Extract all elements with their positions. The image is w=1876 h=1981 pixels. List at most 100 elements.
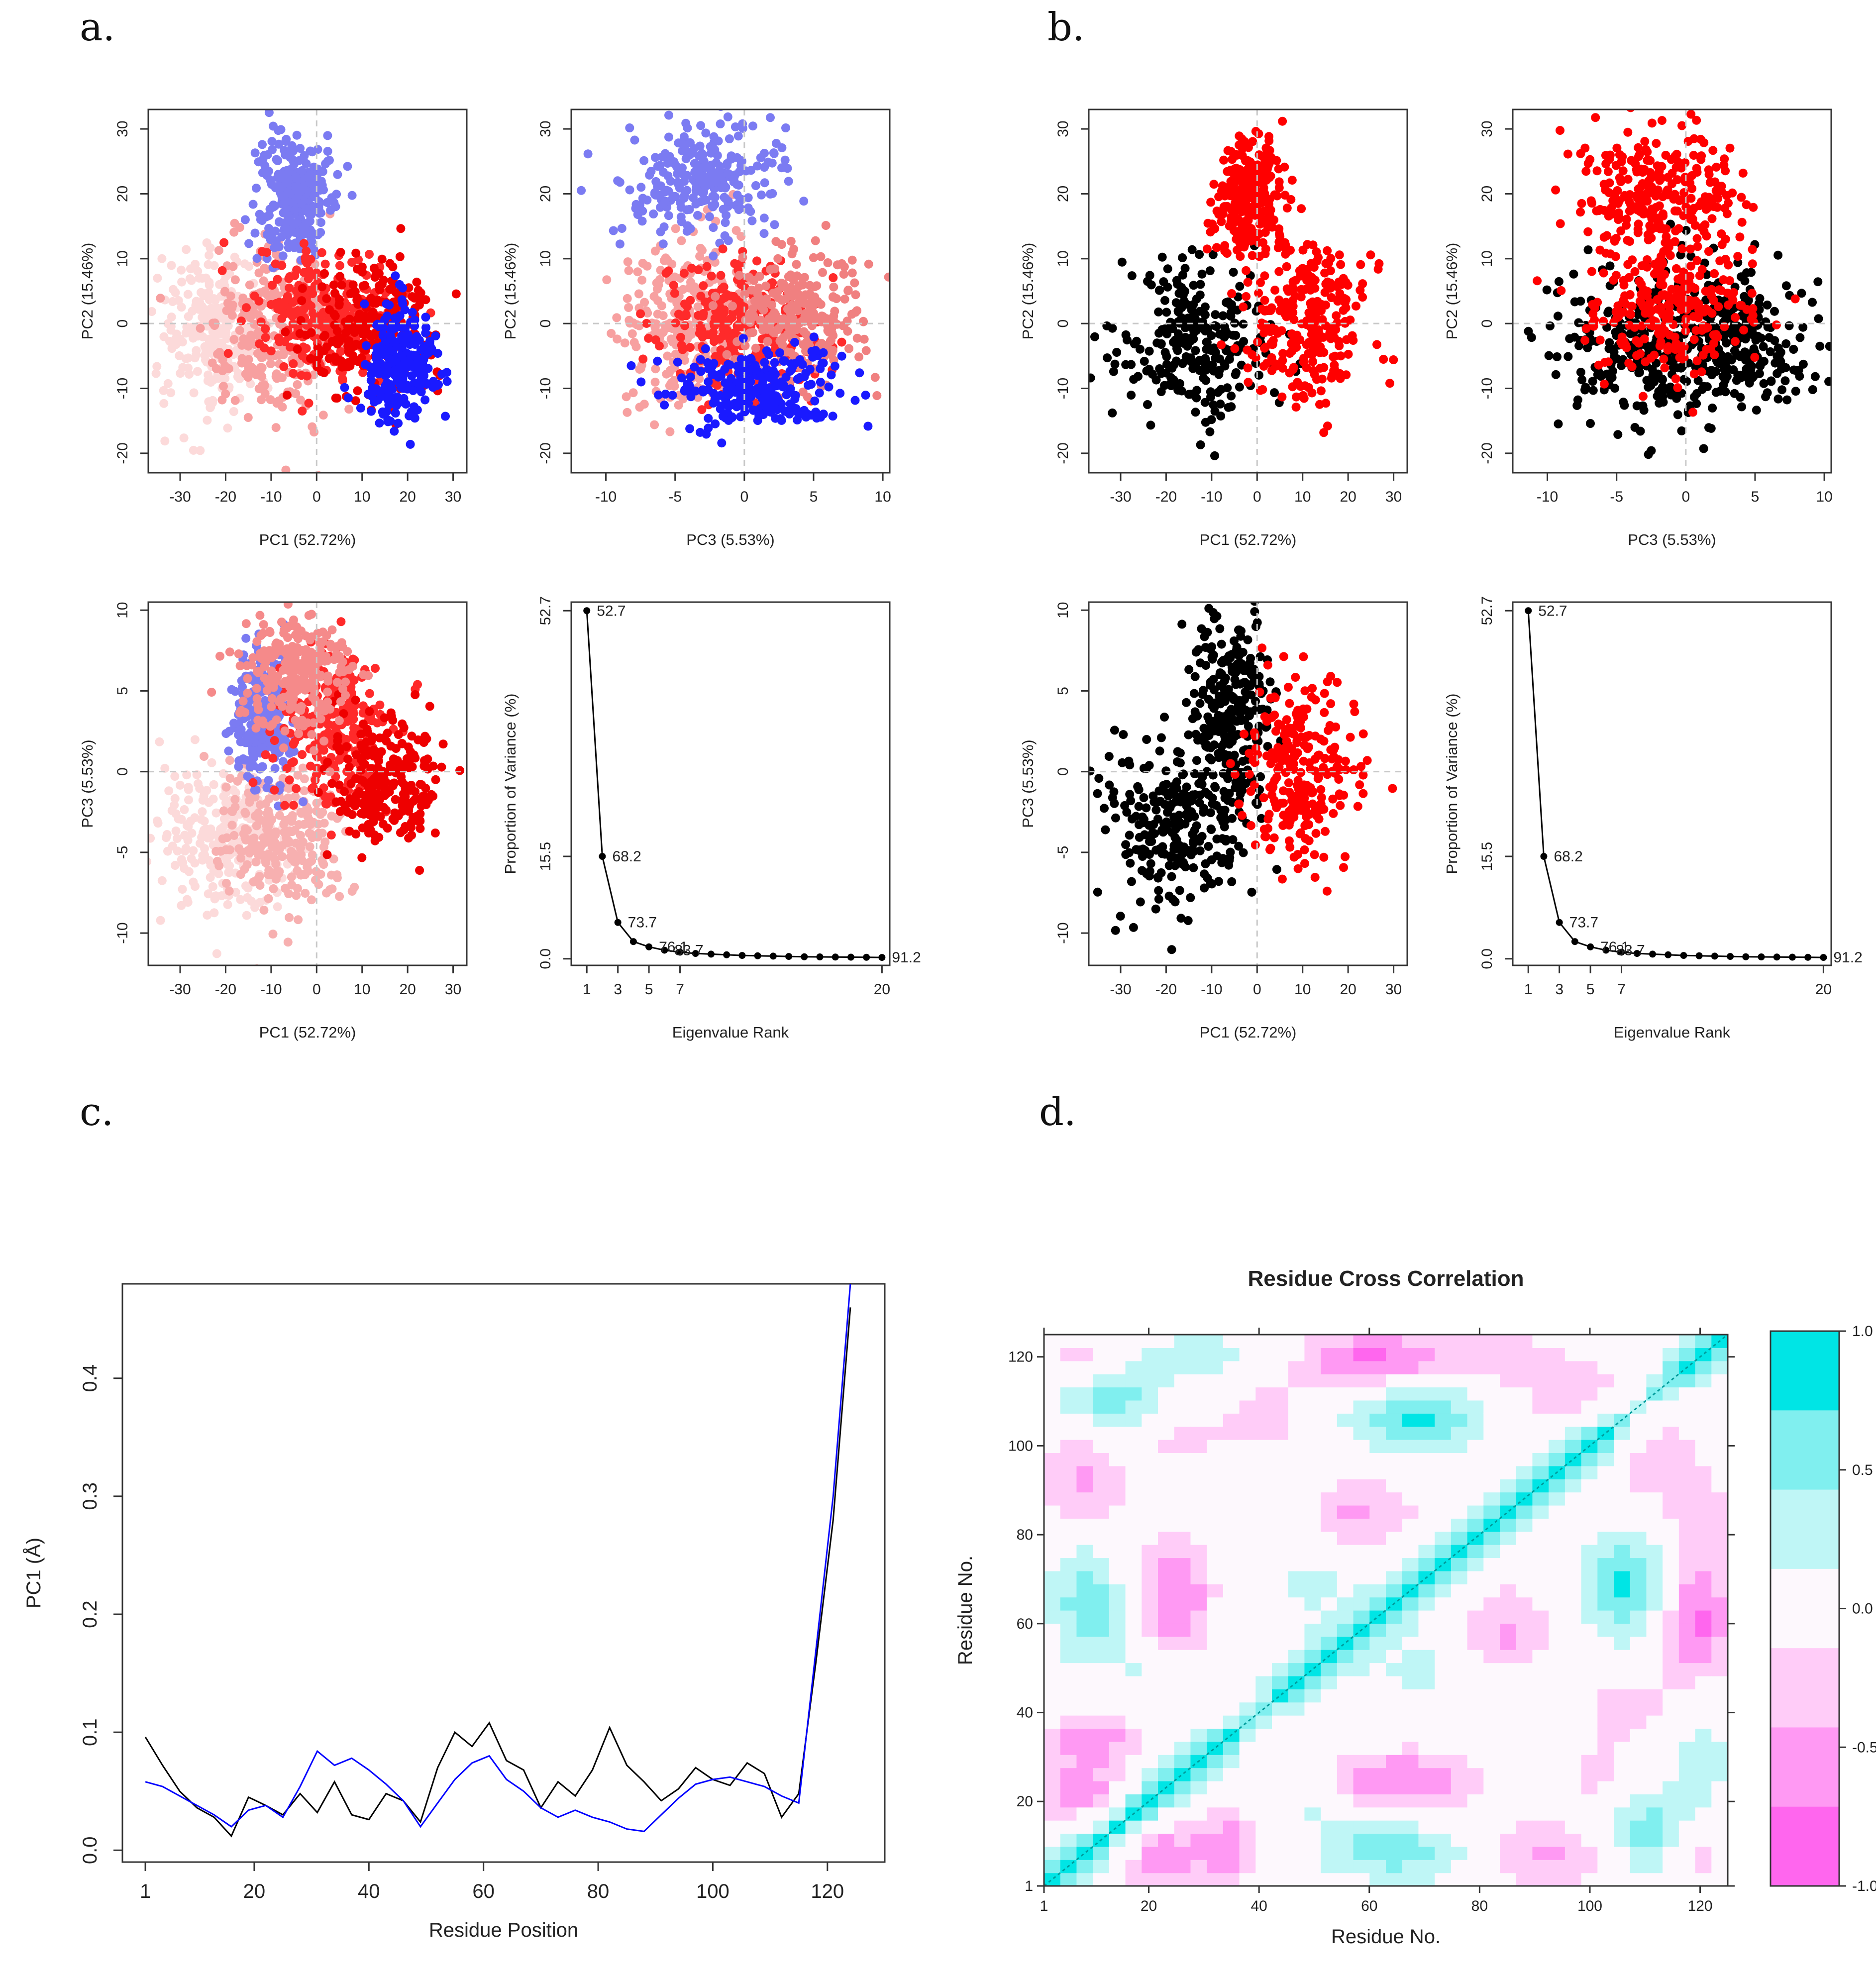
scatter-point <box>208 396 217 405</box>
scatter-point <box>196 324 205 333</box>
scatter-point <box>325 705 334 714</box>
scatter-point <box>242 911 251 920</box>
scatter-point <box>1112 348 1121 357</box>
scatter-point <box>217 396 226 405</box>
scatter-point <box>267 702 276 711</box>
scatter-point <box>1199 374 1208 383</box>
scatter-point <box>670 289 679 298</box>
scatter-point <box>1227 392 1236 401</box>
y-tick-label: 10 <box>114 602 131 619</box>
scatter-point <box>848 256 857 265</box>
scatter-point <box>1235 282 1244 291</box>
scatter-point <box>166 388 175 397</box>
scatter-point <box>184 821 193 830</box>
scatter-point <box>1190 328 1199 337</box>
scatter-point <box>1215 366 1224 375</box>
scatter-point <box>170 772 179 781</box>
scatter-point <box>1143 277 1152 286</box>
scatter-point <box>205 281 214 290</box>
scatter-point <box>311 695 319 704</box>
scatter-point <box>345 799 354 808</box>
scatter-point <box>789 245 798 254</box>
scatter-point <box>792 260 801 269</box>
scatter-point <box>292 681 301 690</box>
scatter-point <box>382 806 391 815</box>
scatter-point <box>618 224 626 233</box>
scatter-point <box>781 156 790 165</box>
scatter-point <box>269 930 278 938</box>
scatter-point <box>1189 281 1198 290</box>
scatter-point <box>1275 177 1284 186</box>
scatter-point <box>301 253 310 262</box>
scatter-point <box>1195 356 1204 365</box>
scatter-point <box>242 732 251 741</box>
scatter-point <box>584 149 593 158</box>
scatter-point <box>284 938 293 946</box>
scatter-point <box>770 220 779 229</box>
scatter-point <box>752 256 761 265</box>
scatter-point <box>372 384 381 393</box>
x-tick-label: 30 <box>445 489 461 505</box>
scatter-point <box>167 261 176 270</box>
scatter-point <box>274 869 283 878</box>
scatter-point <box>319 736 328 745</box>
scatter-point <box>809 253 818 262</box>
x-tick-label: -30 <box>169 981 191 998</box>
scatter-point <box>421 313 430 321</box>
scatter-point <box>190 858 199 867</box>
scatter-point <box>303 719 312 728</box>
scatter-point <box>306 762 315 771</box>
scatter-point <box>665 427 674 436</box>
scatter-point <box>724 112 732 121</box>
scatter-point <box>294 852 303 861</box>
scatter-point <box>777 143 786 152</box>
scatter-point <box>259 629 268 638</box>
scatter-point <box>428 383 437 392</box>
scatter-point <box>431 775 440 784</box>
scatter-point <box>790 338 799 347</box>
scatter-point <box>246 335 255 344</box>
scatter-point <box>636 364 645 373</box>
scatter-point <box>202 346 210 355</box>
scatter-point <box>701 128 710 137</box>
scatter-point <box>1202 345 1211 354</box>
scatter-point <box>1128 271 1137 280</box>
scatter-point <box>292 784 301 793</box>
scatter-point <box>397 352 406 361</box>
scatter-point <box>416 809 424 818</box>
scatter-point <box>697 163 706 172</box>
scatter-point <box>311 875 320 884</box>
scatter-point <box>348 191 357 200</box>
scatter-point <box>455 766 464 775</box>
scatter-point <box>1168 324 1177 333</box>
scatter-point <box>212 809 221 818</box>
scatter-point <box>760 229 769 238</box>
scatter-point <box>225 845 234 854</box>
scatter-point <box>289 694 298 703</box>
scatter-point <box>1191 346 1200 355</box>
scatter-point <box>406 786 415 795</box>
scatter-point <box>756 372 765 381</box>
y-tick-label: 20 <box>537 186 554 202</box>
scatter-point <box>245 795 254 804</box>
scatter-point <box>427 346 436 355</box>
scatter-point <box>272 155 281 164</box>
scatter-point <box>1215 330 1224 339</box>
scatter-point <box>616 239 625 248</box>
scatter-point <box>384 417 393 426</box>
scatter-point <box>681 119 690 128</box>
scatter-point <box>291 94 300 103</box>
scatter-points <box>577 102 916 447</box>
scatter-point <box>800 406 809 415</box>
scatter-point <box>405 802 414 811</box>
scatter-point <box>158 876 167 885</box>
scatter-point <box>184 795 193 804</box>
scatter-point <box>280 801 289 810</box>
y-tick-label: 30 <box>537 120 554 137</box>
scatter-point <box>225 887 234 896</box>
scatter-point <box>275 351 284 360</box>
y-axis-label: PC2 (15.46%) <box>79 243 96 340</box>
scatter-point <box>231 803 240 812</box>
scatter-point <box>195 784 204 793</box>
scatter-point <box>353 386 362 395</box>
